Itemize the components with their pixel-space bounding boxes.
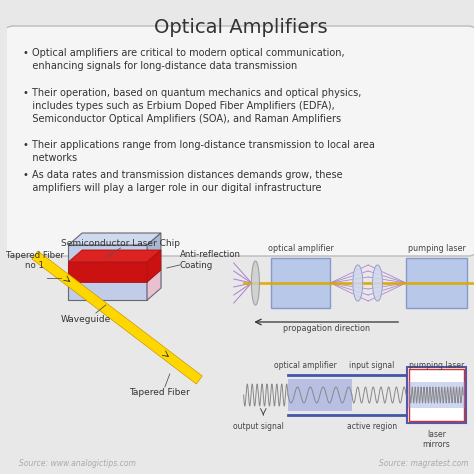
Text: Waveguide: Waveguide xyxy=(61,315,111,324)
Polygon shape xyxy=(147,233,161,300)
Text: pumping laser: pumping laser xyxy=(409,361,464,370)
Polygon shape xyxy=(68,233,161,245)
Polygon shape xyxy=(68,262,147,282)
Text: input signal: input signal xyxy=(349,361,394,370)
Text: active region: active region xyxy=(346,422,397,431)
Text: pumping laser: pumping laser xyxy=(408,244,465,253)
Text: • Their applications range from long-distance transmission to local area
   netw: • Their applications range from long-dis… xyxy=(23,140,375,163)
FancyBboxPatch shape xyxy=(408,382,465,408)
FancyBboxPatch shape xyxy=(3,26,474,256)
Polygon shape xyxy=(353,265,363,301)
Polygon shape xyxy=(147,270,161,300)
Text: Source: magratest.com: Source: magratest.com xyxy=(379,459,468,468)
Text: propagation direction: propagation direction xyxy=(283,324,370,333)
Text: Tapered Fiber
no 1: Tapered Fiber no 1 xyxy=(6,251,64,270)
Text: Semiconductor Laser Chip: Semiconductor Laser Chip xyxy=(61,239,180,248)
Text: laser
mirrors: laser mirrors xyxy=(423,430,450,449)
Text: Anti-reflection
Coating: Anti-reflection Coating xyxy=(180,250,241,270)
Text: • Optical amplifiers are critical to modern optical communication,
   enhancing : • Optical amplifiers are critical to mod… xyxy=(23,48,345,71)
FancyBboxPatch shape xyxy=(407,367,466,423)
FancyBboxPatch shape xyxy=(288,379,352,411)
Text: • Their operation, based on quantum mechanics and optical physics,
   includes t: • Their operation, based on quantum mech… xyxy=(23,88,362,124)
Text: Optical Amplifiers: Optical Amplifiers xyxy=(154,18,328,37)
Polygon shape xyxy=(68,250,161,262)
FancyBboxPatch shape xyxy=(271,258,330,308)
Polygon shape xyxy=(68,245,147,300)
Polygon shape xyxy=(252,261,259,305)
Polygon shape xyxy=(32,251,202,384)
Polygon shape xyxy=(147,250,161,282)
Text: optical amplifier: optical amplifier xyxy=(274,361,337,370)
Text: Tapered Fiber: Tapered Fiber xyxy=(129,388,190,397)
Text: • As data rates and transmission distances demands grow, these
   amplifiers wil: • As data rates and transmission distanc… xyxy=(23,170,343,193)
Polygon shape xyxy=(373,265,383,301)
Text: output signal: output signal xyxy=(233,422,284,431)
Text: Source: www.analogictips.com: Source: www.analogictips.com xyxy=(19,459,136,468)
Text: optical amplifier: optical amplifier xyxy=(268,244,334,253)
FancyBboxPatch shape xyxy=(406,258,467,308)
